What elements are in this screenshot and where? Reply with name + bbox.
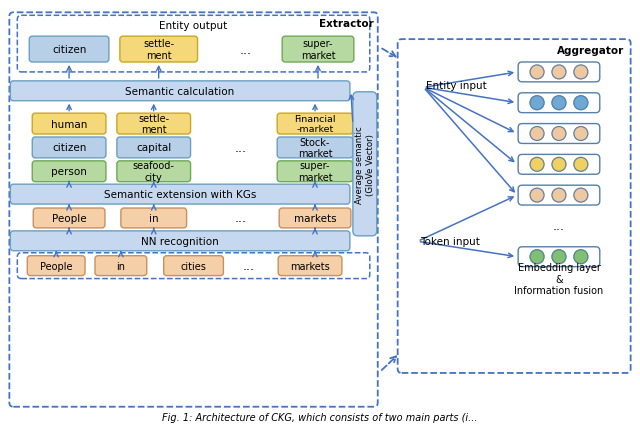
Text: super-
market: super- market bbox=[301, 39, 335, 61]
FancyBboxPatch shape bbox=[518, 186, 600, 206]
FancyBboxPatch shape bbox=[277, 114, 353, 135]
Circle shape bbox=[574, 158, 588, 172]
Circle shape bbox=[552, 97, 566, 110]
FancyBboxPatch shape bbox=[32, 138, 106, 158]
Text: in: in bbox=[149, 213, 159, 224]
Circle shape bbox=[574, 66, 588, 80]
Text: Entity input: Entity input bbox=[426, 81, 486, 91]
FancyBboxPatch shape bbox=[17, 253, 370, 279]
Circle shape bbox=[552, 127, 566, 141]
Circle shape bbox=[574, 250, 588, 264]
FancyBboxPatch shape bbox=[10, 13, 378, 407]
Text: People: People bbox=[52, 213, 86, 224]
Circle shape bbox=[530, 97, 544, 110]
Circle shape bbox=[552, 250, 566, 264]
Text: Semantic extension with KGs: Semantic extension with KGs bbox=[104, 190, 256, 200]
Circle shape bbox=[530, 66, 544, 80]
FancyBboxPatch shape bbox=[117, 138, 191, 158]
FancyBboxPatch shape bbox=[282, 37, 354, 63]
Text: ...: ... bbox=[234, 141, 246, 155]
FancyBboxPatch shape bbox=[32, 161, 106, 182]
Text: Entity output: Entity output bbox=[159, 21, 228, 31]
Text: Token input: Token input bbox=[420, 237, 479, 247]
Text: settle-
ment: settle- ment bbox=[143, 39, 174, 61]
Text: People: People bbox=[40, 261, 72, 271]
FancyBboxPatch shape bbox=[279, 209, 351, 228]
Text: Average semantic
(GloVe Vector): Average semantic (GloVe Vector) bbox=[355, 126, 374, 203]
Text: markets: markets bbox=[294, 213, 337, 224]
Text: citizen: citizen bbox=[52, 143, 86, 153]
FancyBboxPatch shape bbox=[117, 161, 191, 182]
Text: citizen: citizen bbox=[52, 45, 86, 55]
Text: Stock-
market: Stock- market bbox=[298, 137, 332, 159]
Text: settle-
ment: settle- ment bbox=[138, 113, 170, 135]
Text: Extractor: Extractor bbox=[319, 19, 374, 29]
Text: ...: ... bbox=[553, 220, 565, 233]
Text: Fig. 1: Architecture of CKG, which consists of two main parts (i...: Fig. 1: Architecture of CKG, which consi… bbox=[163, 412, 477, 422]
Circle shape bbox=[552, 66, 566, 80]
Text: seafood-
city: seafood- city bbox=[132, 161, 175, 183]
Circle shape bbox=[530, 250, 544, 264]
FancyBboxPatch shape bbox=[518, 63, 600, 83]
FancyBboxPatch shape bbox=[277, 161, 353, 182]
Circle shape bbox=[574, 189, 588, 203]
FancyBboxPatch shape bbox=[17, 16, 370, 73]
FancyBboxPatch shape bbox=[164, 256, 223, 276]
FancyBboxPatch shape bbox=[10, 82, 350, 101]
Text: Semantic calculation: Semantic calculation bbox=[125, 86, 235, 97]
FancyBboxPatch shape bbox=[518, 247, 600, 267]
Text: super-
market: super- market bbox=[298, 161, 332, 183]
Text: ...: ... bbox=[239, 43, 252, 56]
FancyBboxPatch shape bbox=[277, 138, 353, 158]
FancyBboxPatch shape bbox=[33, 209, 105, 228]
FancyBboxPatch shape bbox=[95, 256, 147, 276]
Circle shape bbox=[530, 189, 544, 203]
Text: Aggregator: Aggregator bbox=[557, 46, 625, 56]
FancyBboxPatch shape bbox=[10, 231, 350, 251]
Circle shape bbox=[530, 158, 544, 172]
FancyBboxPatch shape bbox=[121, 209, 187, 228]
Text: NN recognition: NN recognition bbox=[141, 236, 219, 246]
Text: Financial
-market: Financial -market bbox=[294, 115, 336, 134]
FancyBboxPatch shape bbox=[32, 114, 106, 135]
FancyBboxPatch shape bbox=[518, 155, 600, 175]
Text: in: in bbox=[116, 261, 125, 271]
Text: human: human bbox=[51, 119, 87, 129]
Circle shape bbox=[530, 127, 544, 141]
Text: ...: ... bbox=[234, 212, 246, 225]
Circle shape bbox=[552, 158, 566, 172]
FancyBboxPatch shape bbox=[120, 37, 198, 63]
FancyBboxPatch shape bbox=[10, 185, 350, 204]
Text: capital: capital bbox=[136, 143, 172, 153]
FancyBboxPatch shape bbox=[518, 94, 600, 113]
Text: person: person bbox=[51, 167, 87, 177]
FancyBboxPatch shape bbox=[29, 37, 109, 63]
Text: cities: cities bbox=[180, 261, 207, 271]
Circle shape bbox=[552, 189, 566, 203]
Circle shape bbox=[574, 127, 588, 141]
FancyBboxPatch shape bbox=[518, 124, 600, 144]
Circle shape bbox=[574, 97, 588, 110]
Text: markets: markets bbox=[290, 261, 330, 271]
Text: ...: ... bbox=[243, 259, 254, 273]
Text: Embedding layer
&
Information fusion: Embedding layer & Information fusion bbox=[515, 262, 604, 296]
FancyBboxPatch shape bbox=[397, 40, 630, 373]
FancyBboxPatch shape bbox=[278, 256, 342, 276]
FancyBboxPatch shape bbox=[117, 114, 191, 135]
FancyBboxPatch shape bbox=[28, 256, 85, 276]
FancyBboxPatch shape bbox=[353, 92, 377, 236]
